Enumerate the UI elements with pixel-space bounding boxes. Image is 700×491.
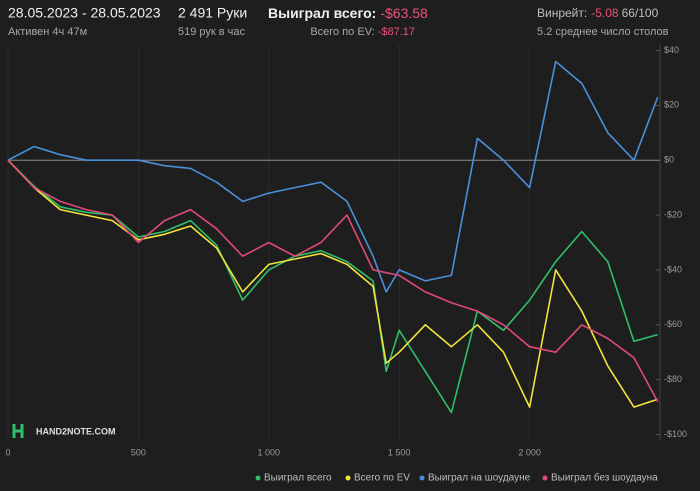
won-label: Выиграл всего: xyxy=(268,5,376,21)
series-line xyxy=(7,60,659,293)
legend-marker xyxy=(542,475,548,481)
won-value: -$63.58 xyxy=(380,5,428,21)
logo: HAND2NOTE.COM xyxy=(12,424,116,438)
legend-label: Выиграл всего xyxy=(264,473,332,484)
winrate-value: -5.08 xyxy=(591,6,619,20)
legend-label: Всего по EV xyxy=(354,473,410,484)
logo-text: HAND2NOTE.COM xyxy=(36,426,116,436)
x-tick-label: 1 000 xyxy=(258,447,281,457)
legend-marker xyxy=(345,475,351,481)
y-tick-label: -$40 xyxy=(664,264,682,274)
y-tick-label: $0 xyxy=(664,155,674,165)
legend-marker xyxy=(255,475,261,481)
ev-label: Всего по EV: xyxy=(310,26,374,38)
x-tick-label: 0 xyxy=(5,447,10,457)
y-tick-label: $20 xyxy=(664,100,679,110)
logo-icon xyxy=(12,424,24,438)
hands-per-hour: 519 рук в час xyxy=(178,26,246,38)
date-range: 28.05.2023 - 28.05.2023 xyxy=(8,5,161,21)
active-time: Активен 4ч 47м xyxy=(8,26,87,38)
y-tick-label: -$60 xyxy=(664,319,682,329)
ev-value: -$87.17 xyxy=(378,26,415,38)
legend-label: Выиграл на шоудауне xyxy=(428,473,531,484)
tables: 5.2 среднее число столов xyxy=(537,26,669,38)
series-line xyxy=(7,159,658,408)
hands: 2 491 Руки xyxy=(178,5,247,21)
ev-total: Всего по EV: -$87.17 xyxy=(310,26,415,38)
plot: 0 500 1 000 1 500 2 000 $40 $20 $0 -$20 -$40 -$60 -… xyxy=(5,45,687,484)
winrate-label: Винрейт: xyxy=(537,6,587,20)
y-tick-label: $40 xyxy=(664,45,679,55)
series-line xyxy=(7,159,659,402)
won-total: Выиграл всего: -$63.58 xyxy=(268,5,428,21)
x-tick-label: 1 500 xyxy=(388,447,411,457)
x-tick-label: 2 000 xyxy=(518,447,541,457)
y-tick-label: -$100 xyxy=(664,429,687,439)
series-line xyxy=(7,159,658,414)
winrate: Винрейт: -5.08 66/100 xyxy=(537,6,659,20)
legend-label: Выиграл без шоудауна xyxy=(551,472,658,484)
winrate-sample: 66/100 xyxy=(622,6,659,20)
legend-marker xyxy=(419,475,425,481)
y-tick-label: -$80 xyxy=(664,374,682,384)
x-tick-label: 500 xyxy=(131,447,146,457)
y-tick-label: -$20 xyxy=(664,209,682,219)
